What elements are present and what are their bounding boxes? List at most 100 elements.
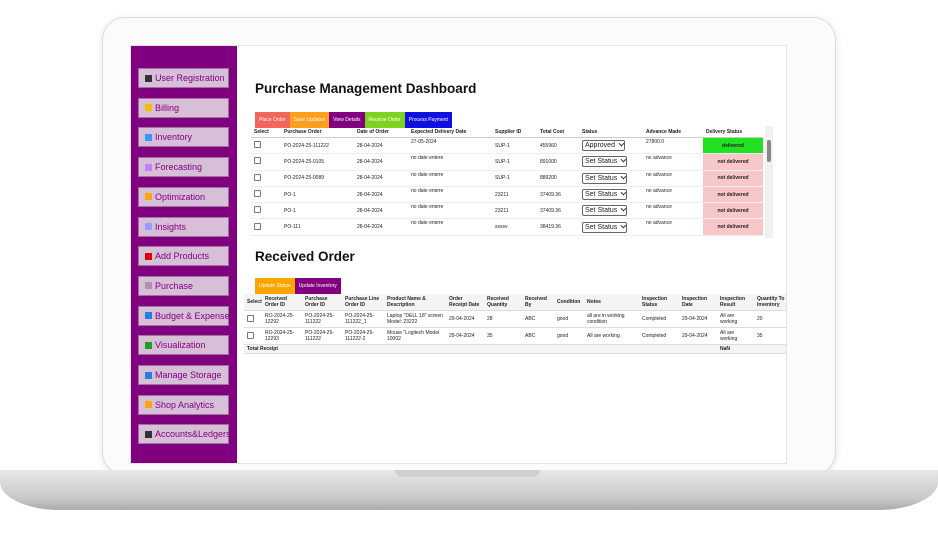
delivery-status: not delivered	[703, 202, 763, 219]
sidebar-icon	[145, 252, 152, 260]
sidebar-label: Accounts&Ledgers	[155, 429, 231, 440]
action-button[interactable]: Process Payment	[404, 112, 452, 128]
sidebar-item[interactable]: User Registration	[138, 68, 229, 88]
section-title: Received Order	[255, 249, 355, 264]
cell: ABC	[522, 327, 554, 345]
column-header: Received By	[522, 294, 554, 311]
checkbox[interactable]	[254, 141, 261, 149]
cell: no advance	[646, 220, 672, 227]
cell: PO-1	[284, 191, 296, 198]
cell: 37409.36	[540, 191, 561, 198]
cell: 23211	[495, 191, 509, 198]
sidebar-label: User Registration	[155, 73, 225, 83]
action-button[interactable]: Update Status	[255, 278, 295, 294]
cell: 28-04-2024	[357, 175, 383, 182]
status-select[interactable]: Set Status	[582, 221, 628, 233]
column-header: Order Receipt Date	[446, 294, 484, 311]
sidebar-icon	[145, 312, 152, 320]
cell: PO-2024-25-111222	[302, 327, 342, 345]
received-table: Select Received Order ID Purchase Order ID…	[244, 294, 786, 354]
cell: PO-111	[284, 224, 301, 231]
action-button[interactable]: Save Updates	[289, 112, 330, 128]
cell: 889200	[540, 175, 557, 182]
column-header: Product Name & Description	[384, 294, 446, 311]
cell: 20	[754, 310, 786, 328]
header-row: Select Purchase Order Date of Order Expecte…	[251, 126, 763, 138]
status-select[interactable]: Set Status	[582, 189, 628, 201]
sidebar-item[interactable]: Inventory	[138, 127, 229, 148]
delivery-status: not delivered	[703, 170, 763, 187]
cell: 455960	[540, 142, 557, 149]
header-row: Select Received Order ID Purchase Order ID…	[244, 294, 786, 311]
checkbox[interactable]	[254, 157, 261, 165]
status-cell: Set Status	[579, 186, 643, 202]
sidebar-icon	[145, 104, 152, 112]
cell: 38419.36	[540, 224, 561, 231]
select-cell	[244, 327, 262, 345]
sidebar-label: Purchase	[155, 280, 194, 291]
scrollbar[interactable]	[765, 126, 773, 238]
column-header: Inspection Status	[639, 294, 679, 311]
sidebar-item[interactable]: Add Products	[138, 246, 229, 267]
sidebar-item[interactable]: Shop Analytics	[138, 394, 229, 415]
sidebar-item[interactable]: Forecasting	[138, 157, 229, 178]
sidebar-item[interactable]: Budget & Expense	[138, 305, 230, 326]
select-cell	[251, 186, 281, 202]
scroll-thumb[interactable]	[767, 140, 771, 162]
table-row: PO-2024-25-0089 28-04-2024 no date entere S…	[251, 170, 763, 187]
status-select[interactable]: Set Status	[582, 172, 628, 184]
column-header: Select	[254, 128, 269, 135]
checkbox[interactable]	[254, 190, 261, 198]
cell: SUP-1	[495, 158, 510, 165]
screen: User Registration Billing Inventory Forecas…	[130, 45, 787, 464]
select-cell	[251, 138, 281, 154]
action-button[interactable]: Place Order	[255, 112, 290, 128]
status-cell: Set Status	[579, 203, 643, 219]
sidebar-item[interactable]: Manage Storage	[138, 365, 229, 385]
sidebar-item[interactable]: Optimization	[138, 186, 229, 207]
cell: 28-04-2024	[357, 158, 383, 165]
cell: PO-2024-25-0089	[284, 175, 325, 182]
checkbox[interactable]	[247, 314, 254, 322]
cell: no date entere	[411, 171, 444, 178]
action-button[interactable]: View Details	[329, 112, 365, 128]
column-header: Total Cost	[540, 128, 565, 135]
column-header: Expected Delivery Date	[411, 128, 467, 135]
delivery-status: not delivered	[703, 186, 763, 203]
column-header: Inspection Date	[679, 294, 717, 311]
sidebar-label: Inventory	[155, 132, 193, 143]
cell: no date entere	[411, 155, 444, 162]
status-cell: Approved	[579, 138, 643, 154]
column-header: Select	[244, 294, 262, 311]
cell: no advance	[646, 187, 672, 194]
column-header: Purchase Line Order ID	[342, 294, 384, 311]
sidebar-item[interactable]: Purchase	[138, 275, 229, 296]
action-button[interactable]: Update Inventory	[294, 278, 341, 294]
sidebar-item[interactable]: Accounts&Ledgers	[138, 424, 231, 445]
footer-gap	[754, 344, 786, 354]
status-select[interactable]: Set Status	[582, 205, 628, 217]
checkbox[interactable]	[254, 173, 261, 181]
purchase-table-wrap: Select Purchase Order Date of Order Expecte…	[251, 126, 763, 240]
sidebar-label: Optimization	[155, 191, 206, 202]
checkbox[interactable]	[254, 222, 261, 230]
column-header: Inspection Result	[717, 294, 754, 311]
delivery-status: delivered	[703, 137, 763, 154]
cell: no advance	[646, 171, 672, 178]
sidebar-item[interactable]: Insights	[138, 216, 229, 237]
status-select[interactable]: Set Status	[582, 156, 628, 168]
sidebar-icon	[145, 163, 152, 171]
action-button[interactable]: Receive Order	[364, 112, 405, 128]
sidebar-item[interactable]: Visualization	[138, 335, 229, 356]
column-header: Quantity To Inventory	[754, 294, 786, 311]
cell: 28-04-2024	[357, 224, 383, 231]
cell: no advance	[646, 204, 672, 211]
checkbox[interactable]	[247, 331, 254, 339]
sidebar-item[interactable]: Billing	[138, 97, 229, 118]
status-select[interactable]: Approved	[582, 140, 625, 152]
sidebar: User Registration Billing Inventory Forecas…	[131, 46, 237, 463]
cell: 28-04-2024	[357, 207, 383, 214]
checkbox[interactable]	[254, 206, 261, 214]
column-header: Supplier ID	[495, 128, 522, 135]
sidebar-icon	[145, 401, 152, 409]
